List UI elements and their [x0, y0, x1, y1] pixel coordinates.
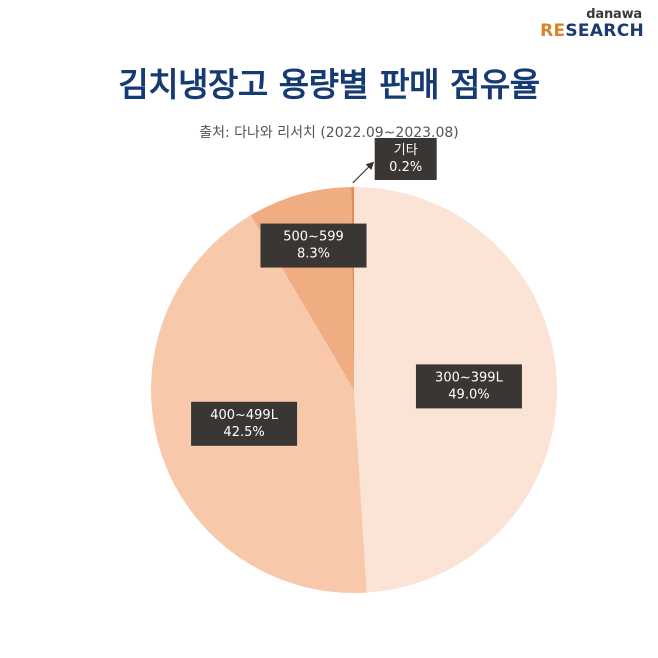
label-box: [374, 138, 437, 181]
label-box: [191, 401, 298, 446]
slice-category-label: 300~399L: [435, 370, 504, 385]
label-box: [415, 364, 522, 409]
page-title: 김치냉장고 용량별 판매 점유율: [118, 65, 540, 104]
slice-value-label: 8.3%: [297, 247, 330, 262]
slice-category-label: 400~499L: [210, 408, 279, 423]
slice-category-label: 500~599: [283, 230, 344, 245]
danawa-research-logo: danawa RESEARCH: [540, 8, 644, 40]
slice-value-label: 49.0%: [448, 387, 489, 402]
slice-label-500-599: 500~599 8.3%: [260, 223, 367, 268]
logo-research-text: RESEARCH: [540, 21, 644, 41]
callout-arrow: [352, 161, 375, 184]
slice-label-300-399l: 300~399L 49.0%: [415, 364, 522, 409]
label-box: [260, 223, 367, 268]
slice-category-label: 기타: [394, 143, 418, 158]
slice-value-label: 42.5%: [223, 425, 264, 440]
slice-label-400-499l: 400~499L 42.5%: [191, 401, 298, 446]
source-caption: 출처: 다나와 리서치 (2022.09~2023.08): [199, 125, 459, 141]
slice-value-label: 0.2%: [389, 160, 422, 175]
slice-label-other: 기타 0.2%: [374, 138, 437, 181]
logo-danawa-text: danawa: [586, 7, 642, 22]
